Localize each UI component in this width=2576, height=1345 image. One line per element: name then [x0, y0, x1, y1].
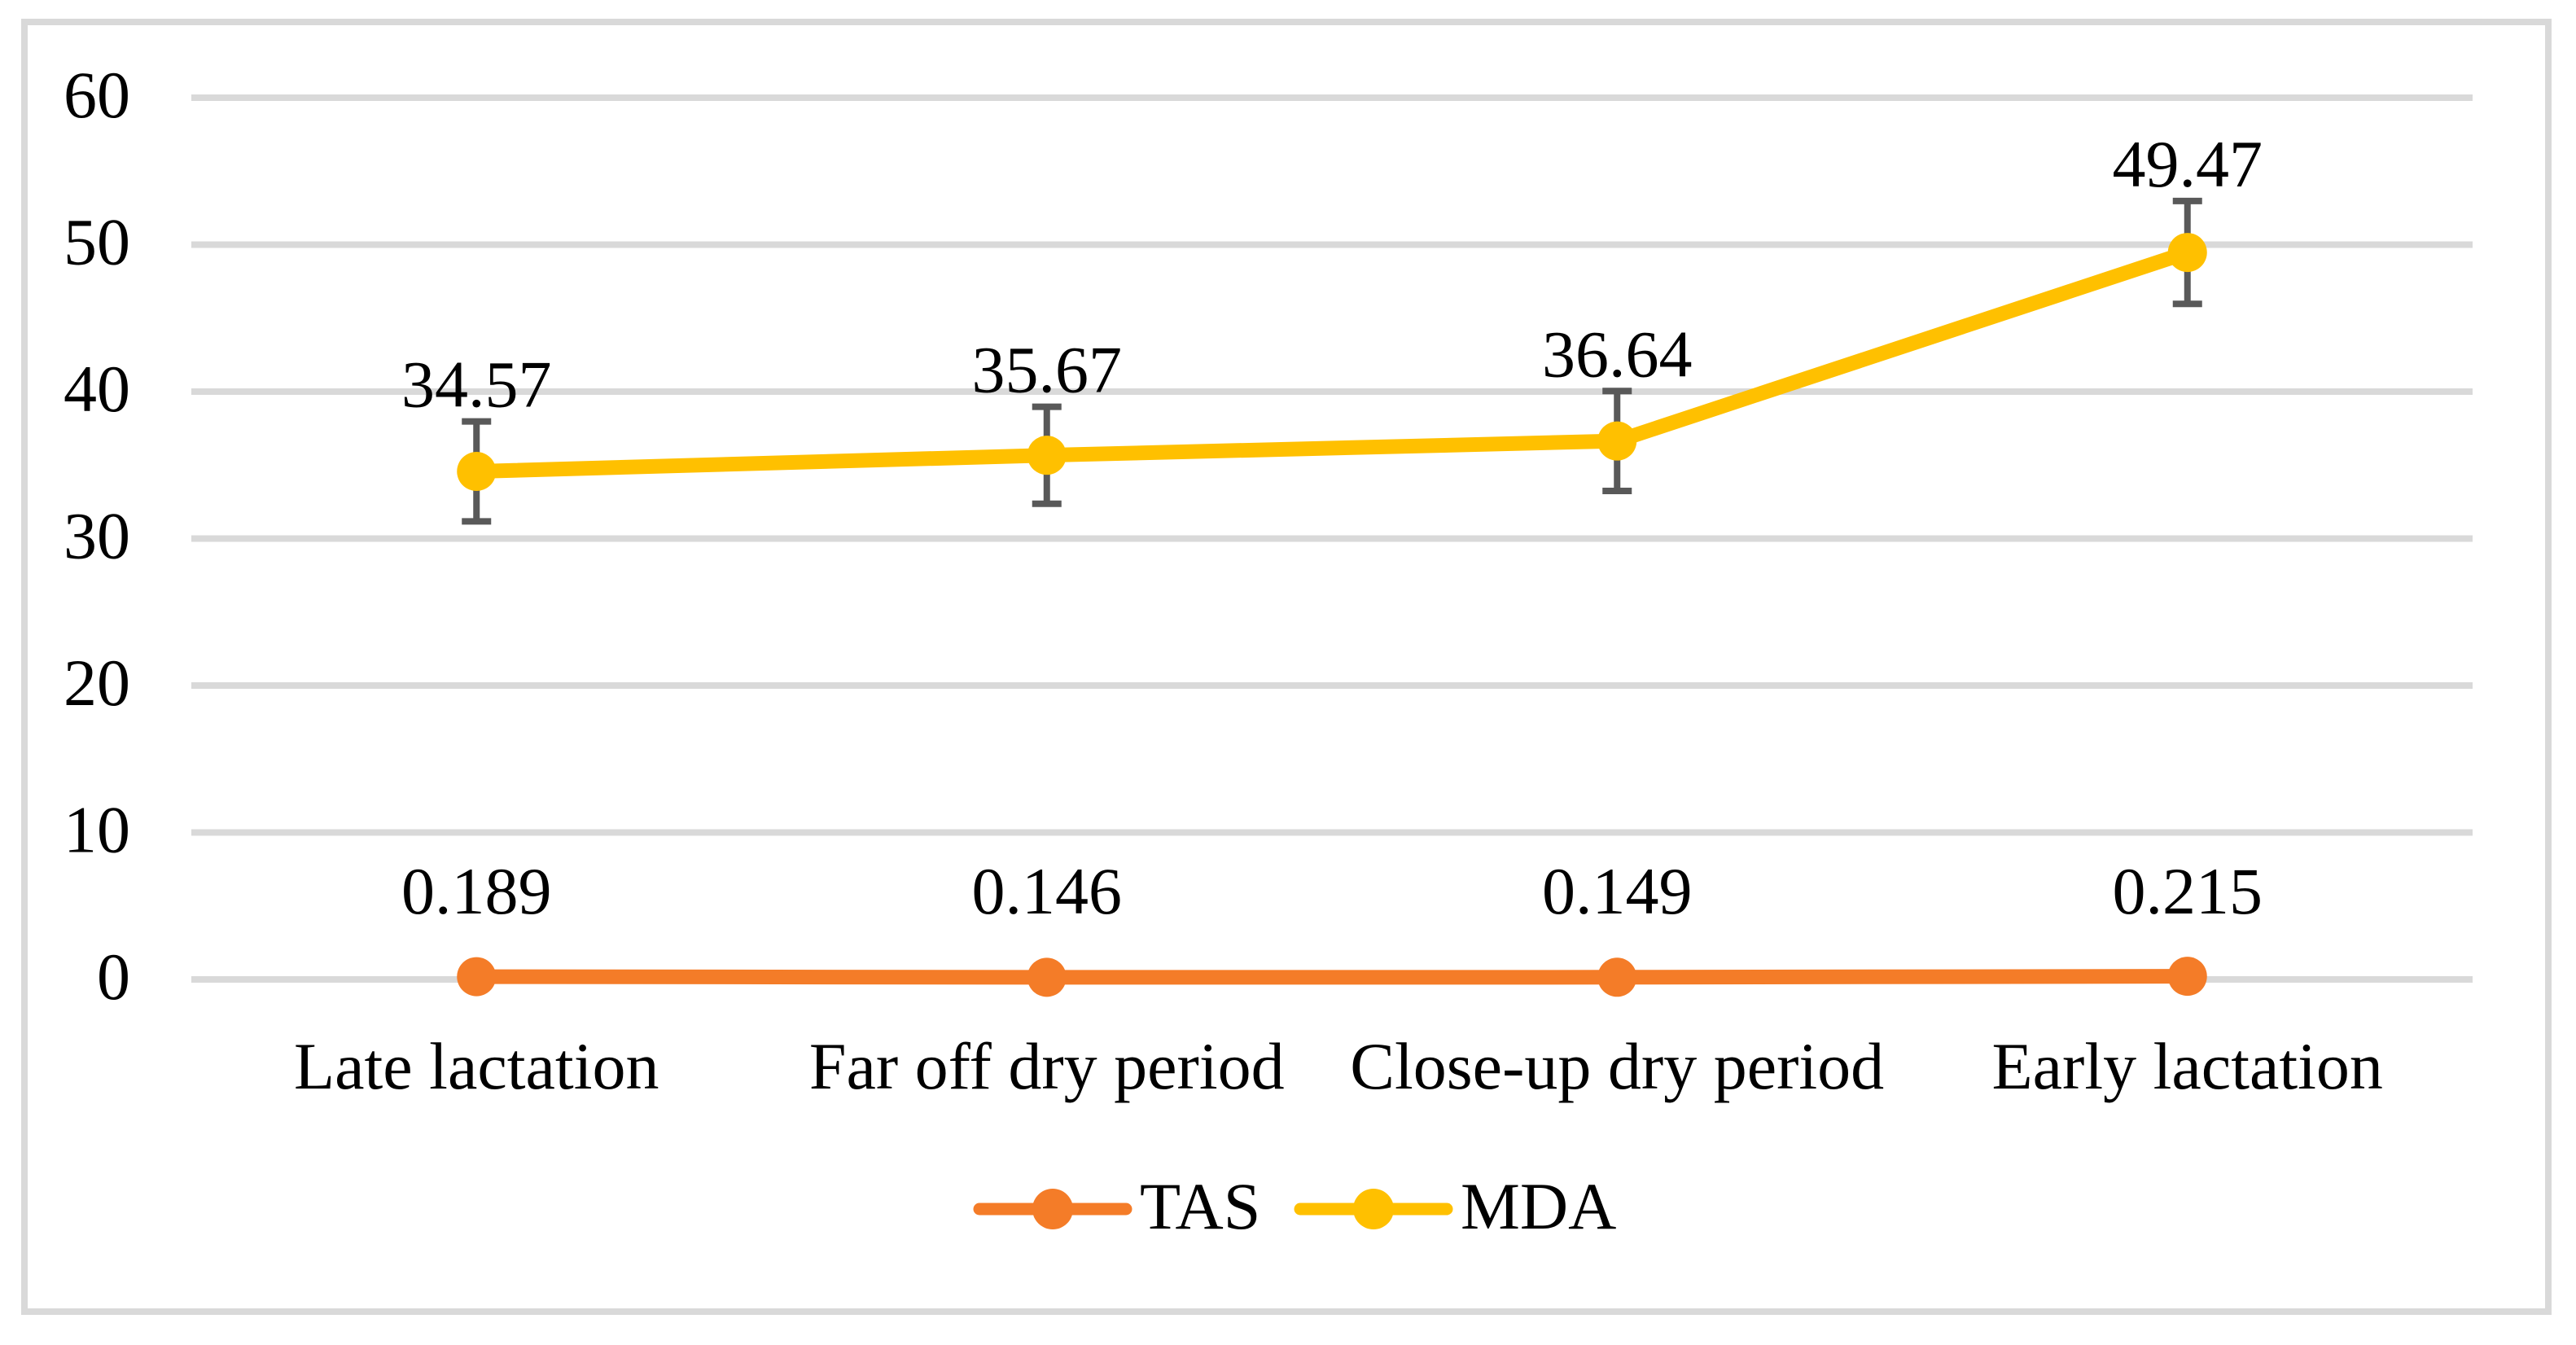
tas-data-label: 0.149	[1542, 854, 1693, 928]
y-tick-label: 60	[64, 58, 130, 132]
x-category-label: Late lactation	[294, 1029, 659, 1103]
chart-border	[21, 19, 2552, 1315]
mda-marker	[457, 452, 497, 492]
legend-mda-swatch-marker	[1353, 1189, 1394, 1229]
tas-marker	[457, 957, 497, 997]
tas-marker	[1027, 957, 1067, 997]
legend-tas-swatch-marker	[1032, 1189, 1073, 1229]
mda-data-label: 35.67	[972, 333, 1123, 407]
y-tick-label: 40	[64, 352, 130, 426]
legend-tas-label: TAS	[1140, 1169, 1260, 1243]
y-tick-label: 50	[64, 205, 130, 279]
y-tick-label: 0	[97, 940, 130, 1014]
x-category-label: Close-up dry period	[1350, 1029, 1884, 1103]
mda-data-label: 36.64	[1542, 317, 1693, 391]
y-tick-label: 10	[64, 793, 130, 867]
legend-mda-label: MDA	[1461, 1169, 1616, 1243]
x-category-label: Far off dry period	[809, 1029, 1285, 1103]
mda-marker	[1597, 421, 1637, 461]
tas-marker	[1597, 957, 1637, 997]
mda-line	[475, 245, 2190, 480]
tas-data-label: 0.189	[401, 854, 552, 928]
legend-item-mda: MDA	[1294, 1169, 1616, 1243]
mda-data-label: 49.47	[2113, 127, 2263, 201]
y-tick-label: 20	[64, 646, 130, 720]
legend-item-tas: TAS	[973, 1169, 1260, 1243]
tas-data-label: 0.215	[2113, 854, 2263, 928]
tas-data-label: 0.146	[972, 854, 1123, 928]
mda-data-label: 34.57	[401, 348, 552, 422]
y-tick-label: 30	[64, 499, 130, 573]
mda-marker	[1027, 436, 1067, 475]
x-category-label: Early lactation	[1992, 1029, 2383, 1103]
mda-marker	[2167, 233, 2207, 273]
tas-line	[476, 969, 2188, 985]
legend: TAS MDA	[973, 1169, 1616, 1243]
tas-marker	[2167, 957, 2207, 997]
